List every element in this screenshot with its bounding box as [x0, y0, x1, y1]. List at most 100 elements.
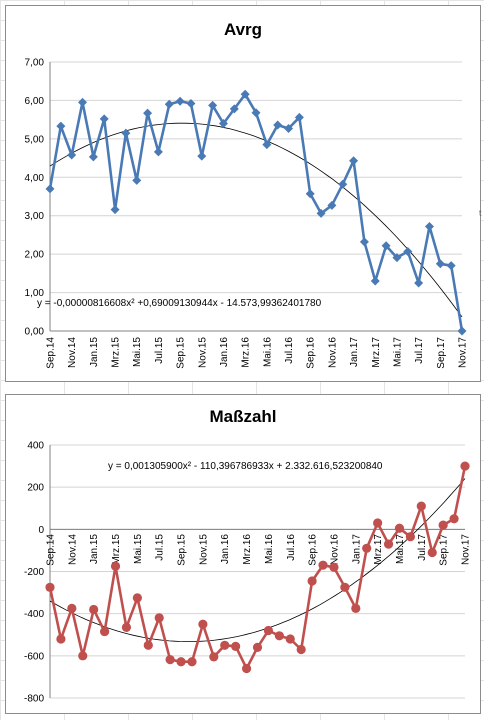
masszahl-trendline-equation: y = 0,001305900x² - 110,396786933x + 2.3… — [108, 461, 383, 472]
avrg-x-tick-label: Nov.16 — [327, 337, 338, 368]
masszahl-data-point — [45, 582, 55, 592]
masszahl-data-point — [241, 663, 252, 674]
masszahl-x-tick-label: Jan.17 — [351, 534, 362, 564]
avrg-series-line — [48, 93, 464, 332]
masszahl-data-point — [110, 561, 121, 571]
avrg-chart-panel: Avrg 0,00 1,00 2,00 3,00 4,00 5,00 6,00 7,00 Sep… — [5, 5, 481, 382]
masszahl-data-point — [318, 560, 328, 570]
masszahl-data-point — [165, 655, 175, 665]
masszahl-chart-panel: Maßzahl -800 -600 -400 -200 0 200 400 Sep.14 Nov… — [5, 394, 481, 714]
masszahl-x-tick-label: Jul.15 — [155, 534, 166, 561]
masszahl-x-tick-label: Mrz.15 — [111, 534, 122, 565]
avrg-x-tick-label: Mai.17 — [392, 337, 403, 367]
avrg-data-point — [99, 114, 109, 124]
masszahl-data-point — [449, 514, 459, 524]
masszahl-data-point — [394, 523, 405, 533]
masszahl-y-tick-label: -200 — [24, 567, 44, 578]
masszahl-data-point — [362, 543, 372, 553]
avrg-data-point — [110, 205, 120, 215]
masszahl-data-point — [427, 547, 437, 558]
avrg-data-point — [338, 179, 348, 189]
avrg-data-point — [262, 140, 272, 150]
avrg-data-point — [381, 241, 391, 251]
masszahl-trendline — [49, 478, 466, 642]
avrg-data-point — [294, 112, 304, 122]
avrg-data-point — [78, 97, 88, 107]
avrg-trendline — [49, 122, 463, 318]
avrg-data-point — [67, 150, 77, 160]
masszahl-data-point — [296, 644, 306, 655]
masszahl-x-tick-label: Mrz.16 — [242, 534, 253, 565]
masszahl-x-tick-label: Nov.14 — [67, 534, 78, 565]
masszahl-data-point — [132, 593, 142, 603]
avrg-data-point — [435, 259, 445, 269]
masszahl-x-tick-label: Mai.16 — [264, 534, 275, 564]
avrg-chart-plot: 0,00 1,00 2,00 3,00 4,00 5,00 6,00 7,00 Sep.14 No… — [25, 58, 469, 369]
avrg-y-tick-label: 5,00 — [25, 134, 45, 145]
avrg-data-point — [446, 261, 456, 271]
avrg-x-tick-label: Jul.17 — [414, 337, 425, 364]
masszahl-x-tick-label: Mai.15 — [133, 534, 144, 564]
avrg-data-point — [359, 237, 369, 247]
avrg-data-point — [251, 108, 261, 118]
avrg-data-point — [132, 175, 142, 185]
masszahl-x-tick-label: Jan.16 — [220, 534, 231, 564]
masszahl-data-point — [438, 520, 448, 530]
avrg-y-tick-label: 4,00 — [25, 173, 45, 184]
masszahl-data-point — [78, 651, 88, 661]
masszahl-y-tick-label: -800 — [24, 694, 44, 705]
avrg-data-point — [316, 208, 326, 218]
avrg-data-point — [370, 276, 380, 286]
avrg-data-point — [284, 123, 294, 133]
avrg-data-point — [153, 147, 163, 157]
masszahl-x-tick-label: Nov.17 — [461, 534, 472, 565]
masszahl-data-point — [307, 576, 317, 586]
masszahl-x-tick-label: Sep.17 — [439, 534, 450, 566]
masszahl-data-point — [100, 626, 110, 637]
masszahl-y-tick-label: -600 — [24, 651, 44, 662]
masszahl-x-tick-label: Jul.17 — [417, 534, 428, 561]
masszahl-y-tick-label: 200 — [27, 483, 44, 494]
masszahl-data-point — [416, 501, 426, 511]
masszahl-y-tick-label: 400 — [27, 441, 44, 452]
avrg-data-point — [403, 246, 413, 256]
avrg-x-tick-label: Sep.15 — [176, 337, 187, 369]
masszahl-x-tick-label: Sep.14 — [46, 534, 57, 566]
avrg-x-tick-label: Nov.17 — [458, 337, 469, 368]
avrg-data-point — [392, 253, 402, 263]
avrg-trendline-equation: y = -0,00000816608x² +0,69009130944x - 1… — [37, 298, 322, 309]
avrg-data-point — [164, 99, 174, 109]
avrg-x-tick-label: Jul.15 — [154, 337, 165, 364]
avrg-data-point — [424, 221, 434, 231]
masszahl-data-point — [176, 657, 186, 667]
masszahl-chart-plot: -800 -600 -400 -200 0 200 400 Sep.14 Nov.14 Jan.1… — [24, 441, 472, 705]
avrg-x-tick-label: Mrz.17 — [371, 337, 382, 368]
masszahl-data-point — [187, 657, 197, 667]
masszahl-x-tick-label: Nov.16 — [329, 534, 340, 565]
masszahl-y-tick-label: -400 — [24, 609, 44, 620]
masszahl-x-tick-label: Sep.15 — [177, 534, 188, 566]
masszahl-data-point — [329, 562, 339, 572]
avrg-y-tick-label: 7,00 — [25, 58, 45, 69]
avrg-x-tick-label: Nov.15 — [197, 337, 208, 368]
avrg-y-tick-label: 2,00 — [25, 250, 45, 261]
avrg-data-point — [327, 200, 337, 210]
masszahl-data-point — [143, 640, 153, 650]
avrg-x-tick-label: Mai.16 — [262, 337, 273, 367]
avrg-x-tick-label: Sep.17 — [436, 337, 447, 369]
masszahl-data-point — [274, 631, 284, 641]
masszahl-data-point — [67, 603, 77, 613]
avrg-data-point — [349, 156, 359, 166]
avrg-data-point — [208, 100, 218, 110]
avrg-y-tick-label: 3,00 — [25, 211, 45, 222]
avrg-x-tick-label: Nov.14 — [67, 337, 78, 368]
masszahl-data-point — [252, 642, 263, 652]
avrg-x-tick-label: Jul.16 — [284, 337, 295, 364]
avrg-data-point — [218, 118, 228, 128]
avrg-data-point — [414, 278, 424, 288]
avrg-y-tick-label: 6,00 — [25, 96, 45, 107]
avrg-chart-title: Avrg — [223, 20, 263, 39]
avrg-data-point — [186, 99, 196, 109]
masszahl-y-tick-label: 0 — [38, 525, 44, 536]
avrg-x-tick-label: Mai.15 — [132, 337, 143, 367]
